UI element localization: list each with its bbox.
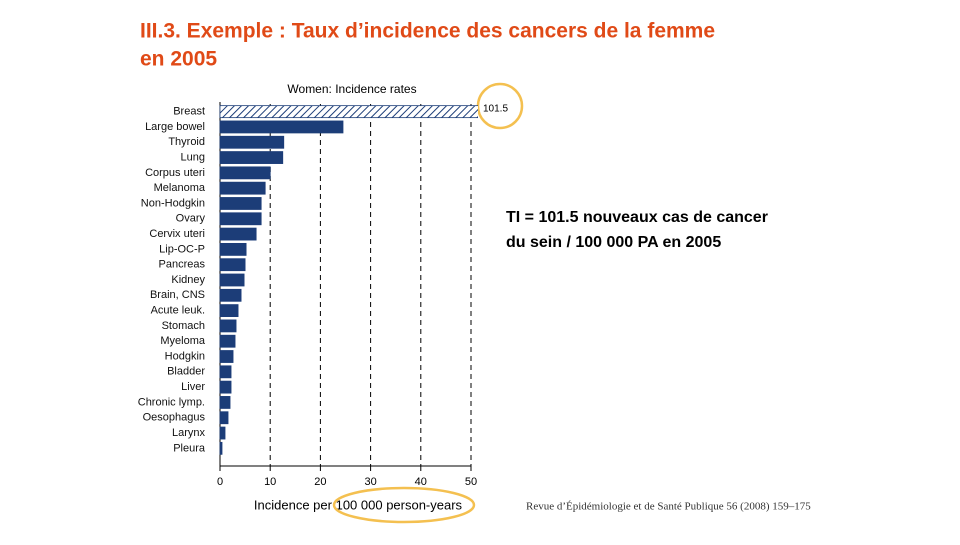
y-tick-label: Pleura — [173, 442, 206, 454]
x-tick-label: 50 — [465, 476, 477, 488]
bar — [219, 227, 257, 241]
x-tick-label: 30 — [364, 476, 376, 488]
bar — [219, 426, 226, 440]
bar — [219, 273, 245, 287]
y-tick-label: Stomach — [162, 320, 205, 332]
x-tick-label: 40 — [415, 476, 427, 488]
y-tick-label: Hodgkin — [165, 350, 205, 362]
bar — [219, 411, 229, 425]
y-tick-label: Melanoma — [154, 182, 206, 194]
y-tick-label: Myeloma — [160, 335, 206, 347]
y-tick-label: Large bowel — [145, 121, 205, 133]
x-tick-label: 10 — [264, 476, 276, 488]
bar — [219, 166, 271, 180]
y-tick-label: Chronic lymp. — [138, 396, 205, 408]
bar — [219, 319, 237, 333]
y-tick-label: Kidney — [171, 274, 205, 286]
value-label: 101.5 — [483, 103, 508, 114]
bar — [219, 151, 284, 164]
plot: 0 10 20 30 40 50 Breast 101.5 Large bowel Thyroid… — [138, 102, 508, 488]
bar — [219, 380, 232, 394]
y-tick-label: Thyroid — [168, 136, 205, 148]
bar — [219, 304, 239, 318]
y-tick-label: Cervix uteri — [149, 228, 205, 240]
bar — [219, 105, 478, 119]
citation: Revue d’Épidémiologie et de Santé Publiq… — [526, 501, 811, 513]
y-tick-label: Non-Hodgkin — [141, 197, 205, 209]
slide-title: en 2005 — [140, 48, 217, 71]
bar — [219, 396, 231, 409]
y-tick-label: Corpus uteri — [145, 167, 205, 179]
chart-title: Women: Incidence rates — [287, 82, 416, 96]
x-axis-label: Incidence per 100 000 person-years — [254, 497, 463, 512]
slide-title: III.3. Exemple : Taux d’incidence des ca… — [140, 20, 715, 43]
y-tick-label: Lip-OC-P — [159, 243, 205, 255]
annotation: du sein / 100 000 PA en 2005 — [506, 234, 721, 251]
y-tick-label: Larynx — [172, 427, 206, 439]
y-tick-label: Brain, CNS — [150, 289, 205, 301]
bar — [219, 441, 223, 455]
y-tick-label: Oesophagus — [143, 412, 206, 424]
bar — [219, 181, 266, 195]
bar — [219, 242, 247, 256]
bar — [219, 365, 232, 379]
y-tick-label: Breast — [173, 106, 205, 118]
bar — [219, 288, 242, 302]
bar — [219, 120, 344, 134]
x-tick-label: 20 — [314, 476, 326, 488]
y-tick-label: Pancreas — [159, 259, 206, 271]
highlight-circle — [332, 486, 476, 524]
y-tick-label: Bladder — [167, 366, 205, 378]
y-tick-label: Acute leuk. — [151, 305, 205, 317]
x-tick-label: 0 — [217, 476, 223, 488]
annotation: TI = 101.5 nouveaux cas de cancer — [506, 209, 768, 226]
y-tick-label: Lung — [181, 151, 205, 163]
y-tick-label: Ovary — [176, 213, 206, 225]
y-tick-label: Liver — [181, 381, 205, 393]
bar — [219, 258, 246, 272]
bar — [219, 135, 285, 149]
bar — [219, 350, 234, 363]
bar — [219, 212, 262, 226]
bar — [219, 334, 236, 348]
bar — [219, 197, 262, 210]
